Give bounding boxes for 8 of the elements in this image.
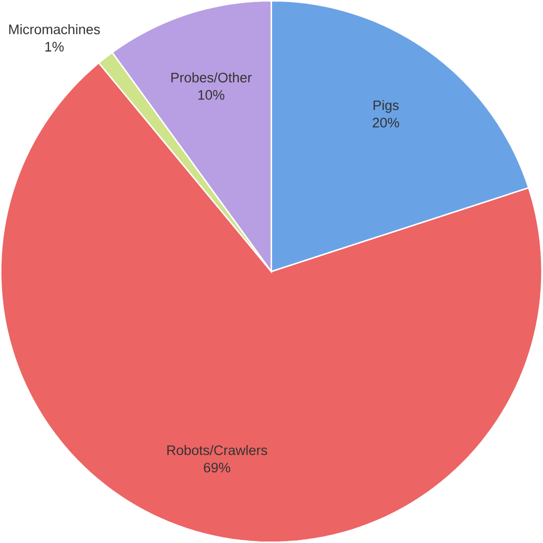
slice-label: Robots/Crawlers: [168, 445, 268, 456]
data-label: 10%: [198, 90, 225, 100]
data-label: 69%: [204, 462, 230, 472]
slice-label: Pigs: [374, 100, 399, 113]
data-label: 1%: [46, 42, 64, 52]
data-label: 20%: [372, 118, 400, 128]
slice-label: Probes/Other: [172, 72, 252, 82]
slice-label: Micromachines: [9, 24, 100, 34]
